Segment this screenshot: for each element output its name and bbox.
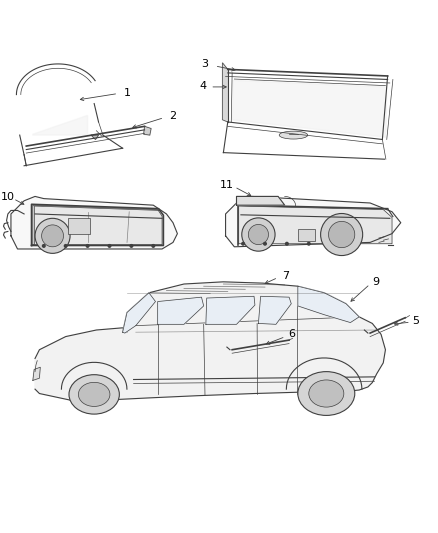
Text: 10: 10 xyxy=(1,192,15,202)
Polygon shape xyxy=(33,367,40,381)
Text: 7: 7 xyxy=(282,271,289,281)
Polygon shape xyxy=(206,296,255,324)
Ellipse shape xyxy=(298,372,355,415)
Circle shape xyxy=(152,245,155,247)
Circle shape xyxy=(130,245,133,247)
Bar xyxy=(68,219,90,233)
Circle shape xyxy=(108,245,111,247)
Polygon shape xyxy=(258,296,291,324)
Circle shape xyxy=(248,224,268,245)
Ellipse shape xyxy=(69,375,119,414)
Circle shape xyxy=(328,221,355,248)
Text: 1: 1 xyxy=(124,87,131,98)
Circle shape xyxy=(286,243,288,245)
Polygon shape xyxy=(123,293,155,333)
Polygon shape xyxy=(237,197,285,205)
Polygon shape xyxy=(298,286,359,322)
Polygon shape xyxy=(232,80,387,138)
Polygon shape xyxy=(158,297,204,324)
Polygon shape xyxy=(91,135,99,140)
Circle shape xyxy=(86,245,89,247)
Circle shape xyxy=(264,243,266,245)
Bar xyxy=(298,229,315,241)
Text: 5: 5 xyxy=(413,316,420,326)
Text: 9: 9 xyxy=(372,277,379,287)
Polygon shape xyxy=(226,197,401,247)
Ellipse shape xyxy=(279,131,308,139)
Polygon shape xyxy=(239,206,392,244)
Polygon shape xyxy=(223,63,228,122)
Text: 11: 11 xyxy=(219,180,233,190)
Ellipse shape xyxy=(78,382,110,407)
Circle shape xyxy=(242,218,275,251)
Text: 6: 6 xyxy=(288,329,295,340)
Circle shape xyxy=(42,245,45,247)
Circle shape xyxy=(64,245,67,247)
Polygon shape xyxy=(33,115,88,135)
Polygon shape xyxy=(144,126,151,135)
Polygon shape xyxy=(11,197,177,249)
Polygon shape xyxy=(33,205,162,245)
Text: 2: 2 xyxy=(170,111,177,122)
Circle shape xyxy=(321,214,363,255)
Circle shape xyxy=(35,219,70,253)
Circle shape xyxy=(42,225,64,247)
Ellipse shape xyxy=(309,380,344,407)
Text: 3: 3 xyxy=(201,59,208,69)
Text: 4: 4 xyxy=(199,80,206,91)
Circle shape xyxy=(242,243,244,245)
Polygon shape xyxy=(35,282,385,400)
Circle shape xyxy=(307,243,310,245)
